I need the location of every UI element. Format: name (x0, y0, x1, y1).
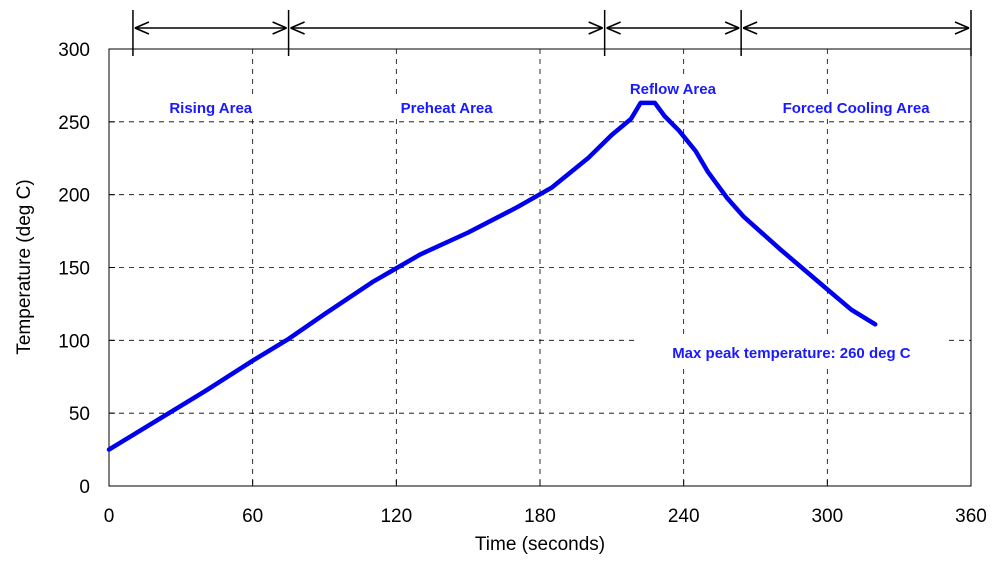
x-tick-label: 240 (668, 506, 700, 527)
region-arrowhead-left (742, 21, 758, 35)
region-arrowhead-right (588, 21, 603, 35)
x-tick-label: 120 (380, 506, 412, 527)
x-tick-label: 360 (955, 506, 987, 527)
series-layer (106, 100, 878, 452)
x-axis-title: Time (seconds) (475, 534, 605, 555)
y-tick-label: 250 (58, 113, 90, 134)
region-label-background (384, 95, 509, 119)
region-markers: Rising Area Preheat Area Reflow Area Forced… (132, 10, 972, 119)
region-arrowhead-right (954, 21, 970, 35)
region-label-background (762, 95, 950, 119)
region-label-background (153, 95, 269, 119)
temperature-profile-line (106, 100, 878, 452)
y-tick-label: 0 (79, 477, 90, 498)
peak-temperature-annotation: Max peak temperature: 260 deg C (672, 345, 911, 362)
y-tick-label: 200 (58, 186, 90, 207)
x-tick-label: 300 (811, 506, 843, 527)
region-arrowhead-left (134, 21, 150, 35)
annotation-layer: Max peak temperature: 260 deg C (638, 337, 945, 366)
region-label: Rising Area (169, 100, 252, 117)
y-tick-label: 300 (58, 40, 90, 61)
region-label-background (615, 76, 731, 100)
region-label: Preheat Area (401, 100, 494, 117)
x-tick-label: 60 (242, 506, 263, 527)
grid (109, 49, 971, 486)
region-arrowhead-left (290, 21, 305, 35)
region-label: Forced Cooling Area (783, 100, 931, 117)
y-tick-label: 100 (58, 331, 90, 352)
axis-ticks: 0 60 120 180 240 300 360 0 50 100 150 200 250 300 (58, 40, 987, 527)
annotation-background (638, 337, 945, 366)
y-tick-label: 50 (69, 404, 90, 425)
region-arrowhead-left (606, 21, 621, 35)
y-tick-label: 150 (58, 259, 90, 280)
y-axis-title: Temperature (deg C) (14, 179, 35, 354)
x-tick-label: 0 (104, 506, 115, 527)
region-arrowhead-right (724, 21, 740, 35)
region-arrowhead-right (272, 21, 287, 35)
x-tick-label: 180 (524, 506, 556, 527)
region-label: Reflow Area (630, 81, 717, 98)
